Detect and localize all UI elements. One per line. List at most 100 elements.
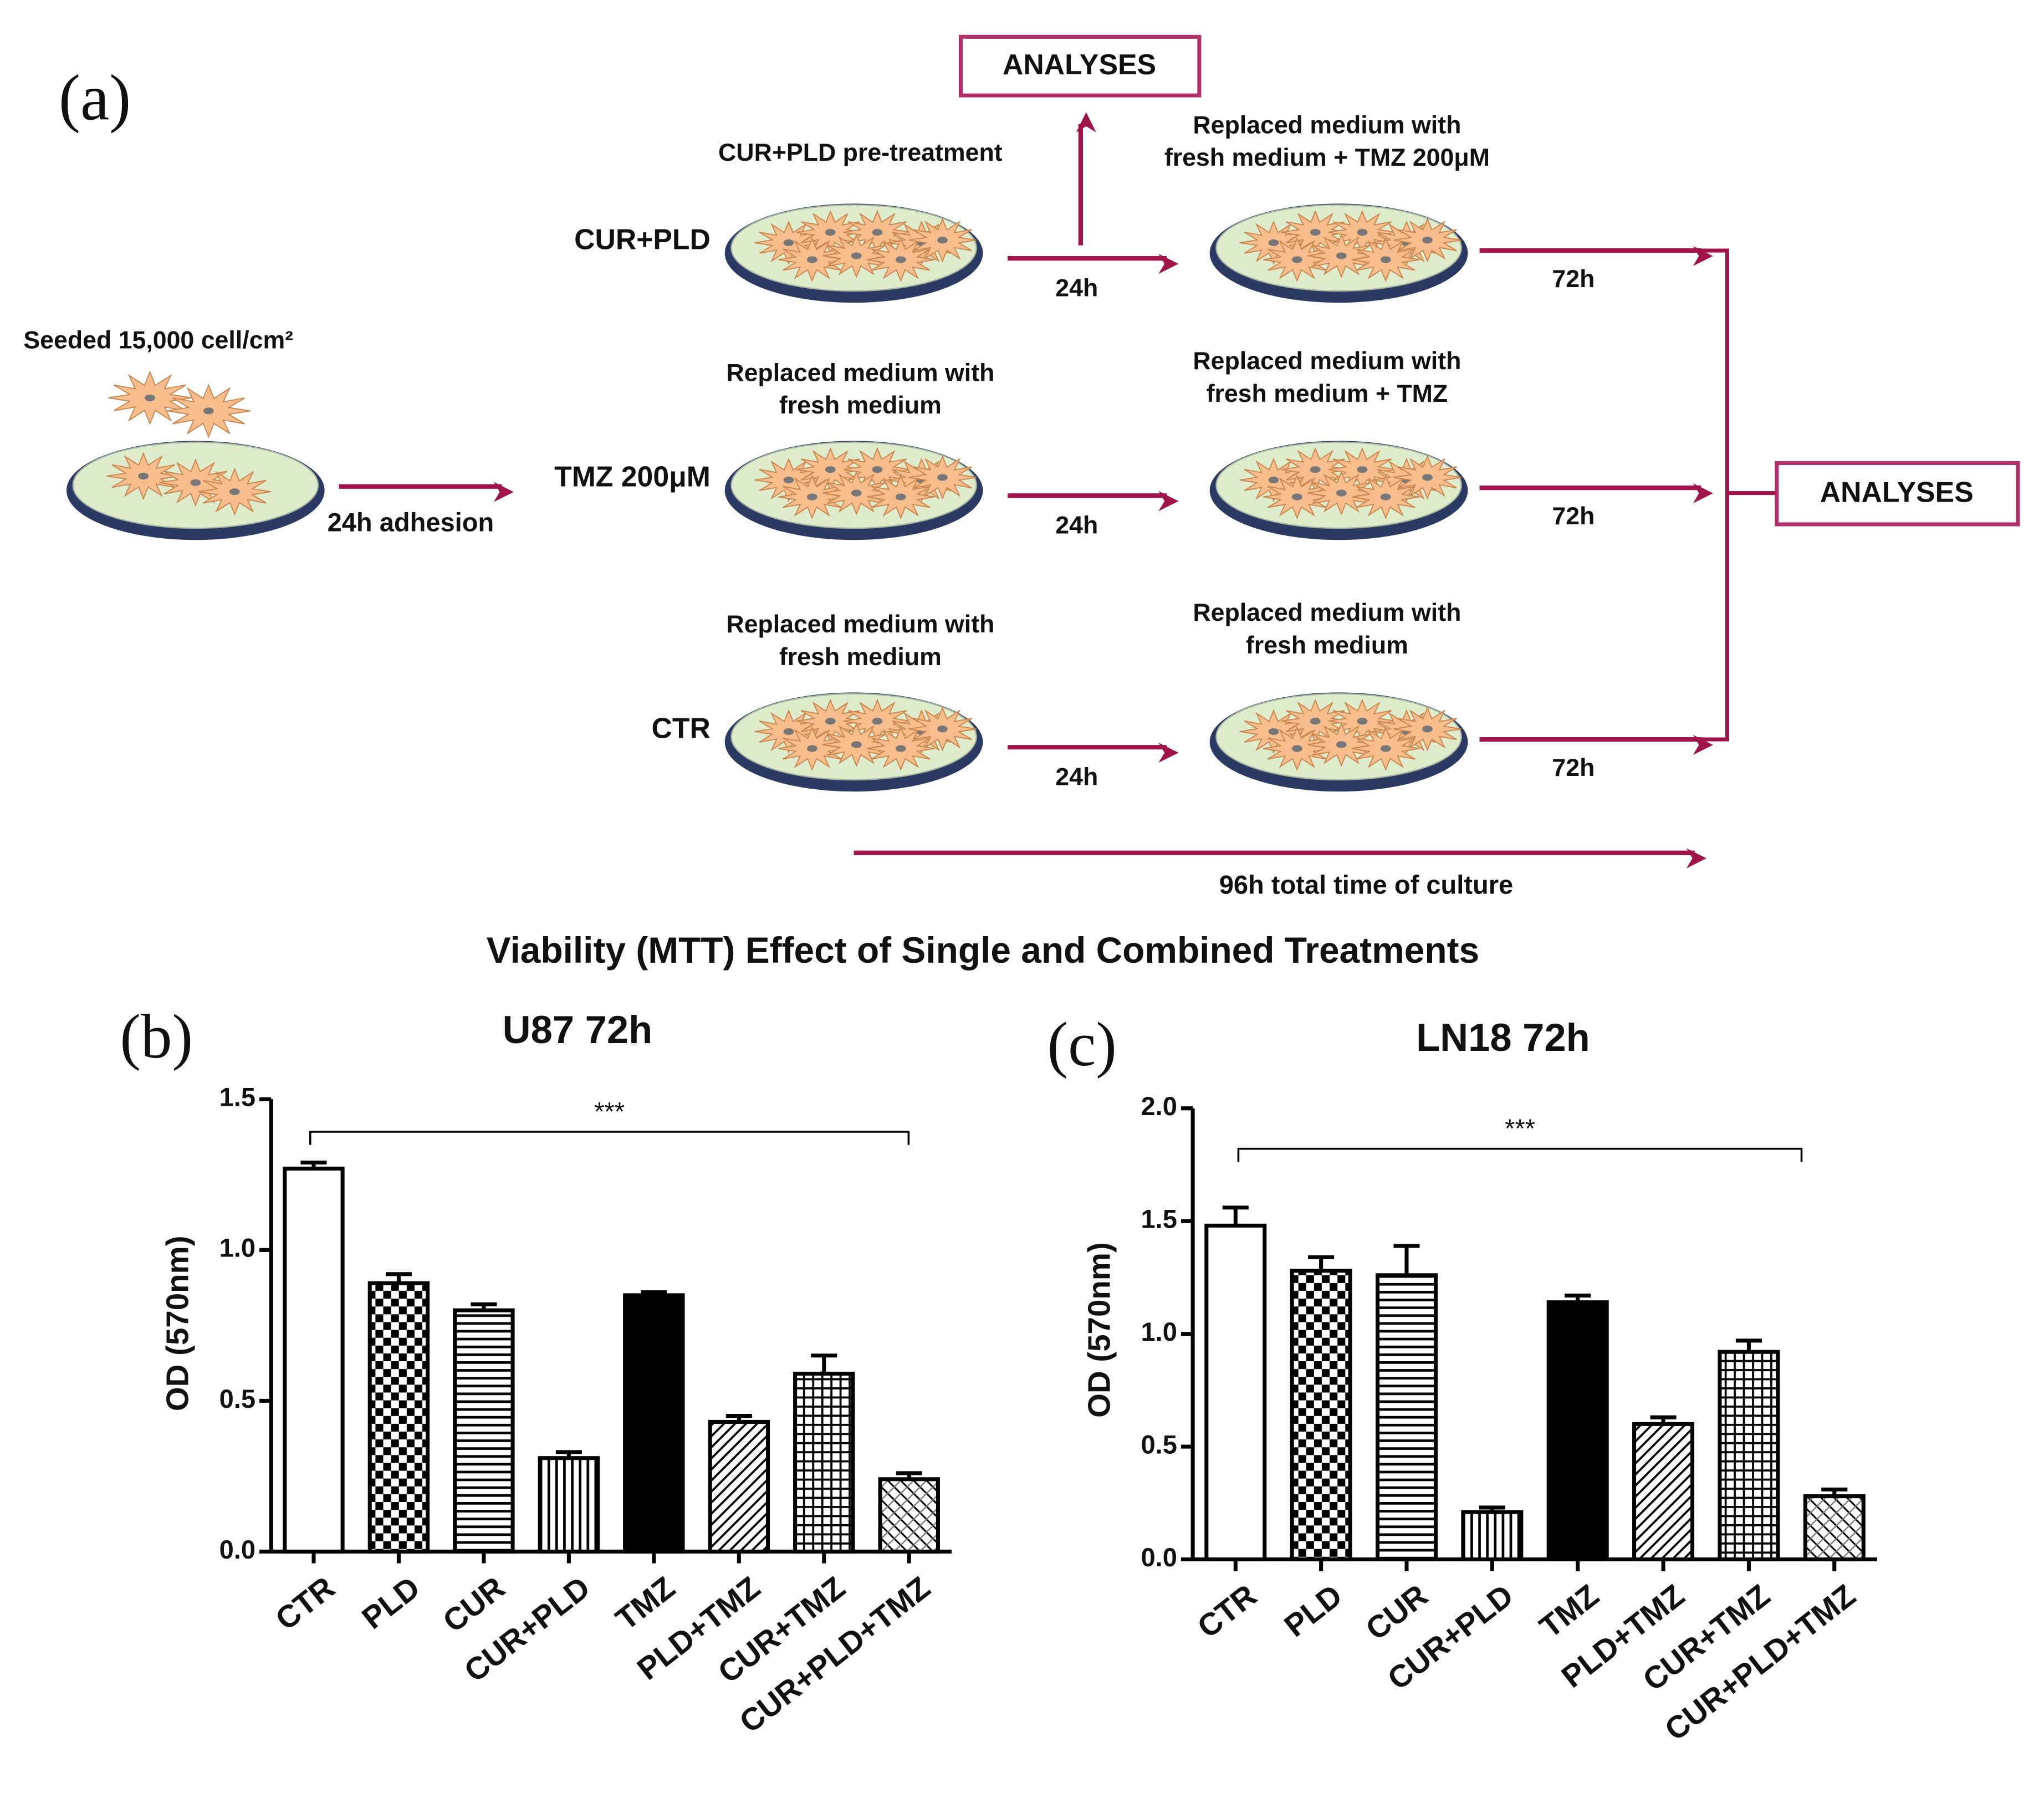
row-label: CTR xyxy=(652,712,711,744)
step-label: fresh medium xyxy=(779,643,942,671)
y-tick-label: 0.0 xyxy=(1141,1542,1177,1572)
nucleus xyxy=(229,488,240,495)
significance-bracket xyxy=(1237,1147,1803,1162)
nucleus xyxy=(1422,474,1433,481)
bar xyxy=(453,1308,515,1554)
nucleus xyxy=(937,237,948,244)
step-label: Replaced medium with xyxy=(1193,111,1461,139)
y-tick-label: 2.0 xyxy=(1141,1091,1177,1121)
nucleus xyxy=(1268,728,1279,735)
nucleus xyxy=(1422,726,1433,733)
time-label: 24h xyxy=(1055,763,1098,790)
nucleus xyxy=(806,256,817,263)
x-tick-label: CTR xyxy=(1191,1577,1263,1644)
y-tick-label: 0.0 xyxy=(219,1535,256,1564)
step-label: fresh medium + TMZ xyxy=(1207,380,1448,407)
nucleus xyxy=(872,718,883,725)
nucleus xyxy=(1380,256,1391,263)
y-tick-label: 1.5 xyxy=(1141,1204,1177,1234)
nucleus xyxy=(1380,745,1391,752)
row-label: TMZ 200μM xyxy=(554,460,711,492)
nucleus xyxy=(851,489,862,497)
step-label: Replaced medium with xyxy=(726,611,994,638)
panel-label: (a) xyxy=(59,62,131,134)
seed-label: Seeded 15,000 cell/cm² xyxy=(23,327,293,354)
y-tick-label: 1.5 xyxy=(219,1082,256,1112)
nucleus xyxy=(1336,489,1347,497)
bar xyxy=(878,1477,940,1554)
x-tick-label: CTR xyxy=(269,1570,341,1637)
step-label: fresh medium xyxy=(779,392,942,419)
nucleus xyxy=(937,726,948,733)
step-label: Replaced medium with xyxy=(726,359,994,386)
nucleus xyxy=(1291,745,1302,752)
nucleus xyxy=(825,466,836,473)
bar xyxy=(1803,1494,1866,1562)
nucleus xyxy=(1357,229,1368,236)
analyses-label: ANALYSES xyxy=(1820,476,1974,508)
time-label: 72h xyxy=(1552,503,1595,530)
bar xyxy=(708,1419,770,1554)
nucleus xyxy=(1268,476,1279,484)
nucleus xyxy=(872,466,883,473)
nucleus xyxy=(851,741,862,748)
bar xyxy=(1461,1510,1524,1562)
time-label: 72h xyxy=(1552,265,1595,293)
bar xyxy=(538,1456,600,1554)
x-tick-label: PLD xyxy=(1278,1577,1348,1643)
nucleus xyxy=(1291,256,1302,263)
nucleus xyxy=(1336,252,1347,259)
nucleus xyxy=(1310,229,1321,236)
nucleus xyxy=(851,252,862,259)
nucleus xyxy=(806,745,817,752)
nucleus xyxy=(783,728,794,735)
nucleus xyxy=(1357,718,1368,725)
significance-bracket xyxy=(309,1131,910,1145)
analyses-box xyxy=(1775,461,2020,527)
bar xyxy=(1632,1422,1695,1562)
nucleus xyxy=(138,472,149,480)
y-tick-label: 1.0 xyxy=(1141,1317,1177,1346)
step-label: fresh medium + TMZ 200μM xyxy=(1164,144,1490,171)
annotation: *** xyxy=(1505,1113,1535,1143)
nucleus xyxy=(806,493,817,500)
step-label: CUR+PLD pre-treatment xyxy=(718,139,1003,166)
total-label: 96h total time of culture xyxy=(1219,870,1513,899)
nucleus xyxy=(1310,466,1321,473)
nucleus xyxy=(895,493,906,500)
nucleus xyxy=(145,394,155,401)
step-label: Replaced medium with xyxy=(1193,599,1461,626)
nucleus xyxy=(1422,237,1433,244)
nucleus xyxy=(1380,493,1391,500)
x-tick-label: TMZ xyxy=(609,1570,681,1637)
bar xyxy=(1546,1300,1609,1562)
panel-label: (b) xyxy=(120,1002,193,1071)
nucleus xyxy=(1357,466,1368,473)
nucleus xyxy=(1310,718,1321,725)
panel-label: (c) xyxy=(1047,1010,1117,1079)
adhesion-label: 24h adhesion xyxy=(328,507,494,537)
row-label: CUR+PLD xyxy=(574,223,711,255)
nucleus xyxy=(825,718,836,725)
time-label: 24h xyxy=(1055,274,1098,302)
x-tick-label: PLD xyxy=(355,1570,426,1636)
annotation: *** xyxy=(594,1097,625,1126)
nucleus xyxy=(783,239,794,247)
y-axis-label: OD (570nm) xyxy=(1081,1242,1116,1418)
bar xyxy=(283,1166,345,1554)
y-tick-label: 1.0 xyxy=(219,1233,256,1263)
bracket xyxy=(1701,248,1776,742)
nucleus xyxy=(190,479,201,486)
step-label: Replaced medium with xyxy=(1193,348,1461,375)
nucleus xyxy=(1268,239,1279,247)
analyses-box xyxy=(958,34,1202,98)
y-tick-label: 0.5 xyxy=(219,1384,256,1413)
y-tick-label: 0.5 xyxy=(1141,1429,1177,1459)
figure-title: Viability (MTT) Effect of Single and Com… xyxy=(487,929,1479,970)
nucleus xyxy=(1336,741,1347,748)
bar xyxy=(1718,1350,1780,1562)
nucleus xyxy=(1291,493,1302,500)
nucleus xyxy=(895,745,906,752)
